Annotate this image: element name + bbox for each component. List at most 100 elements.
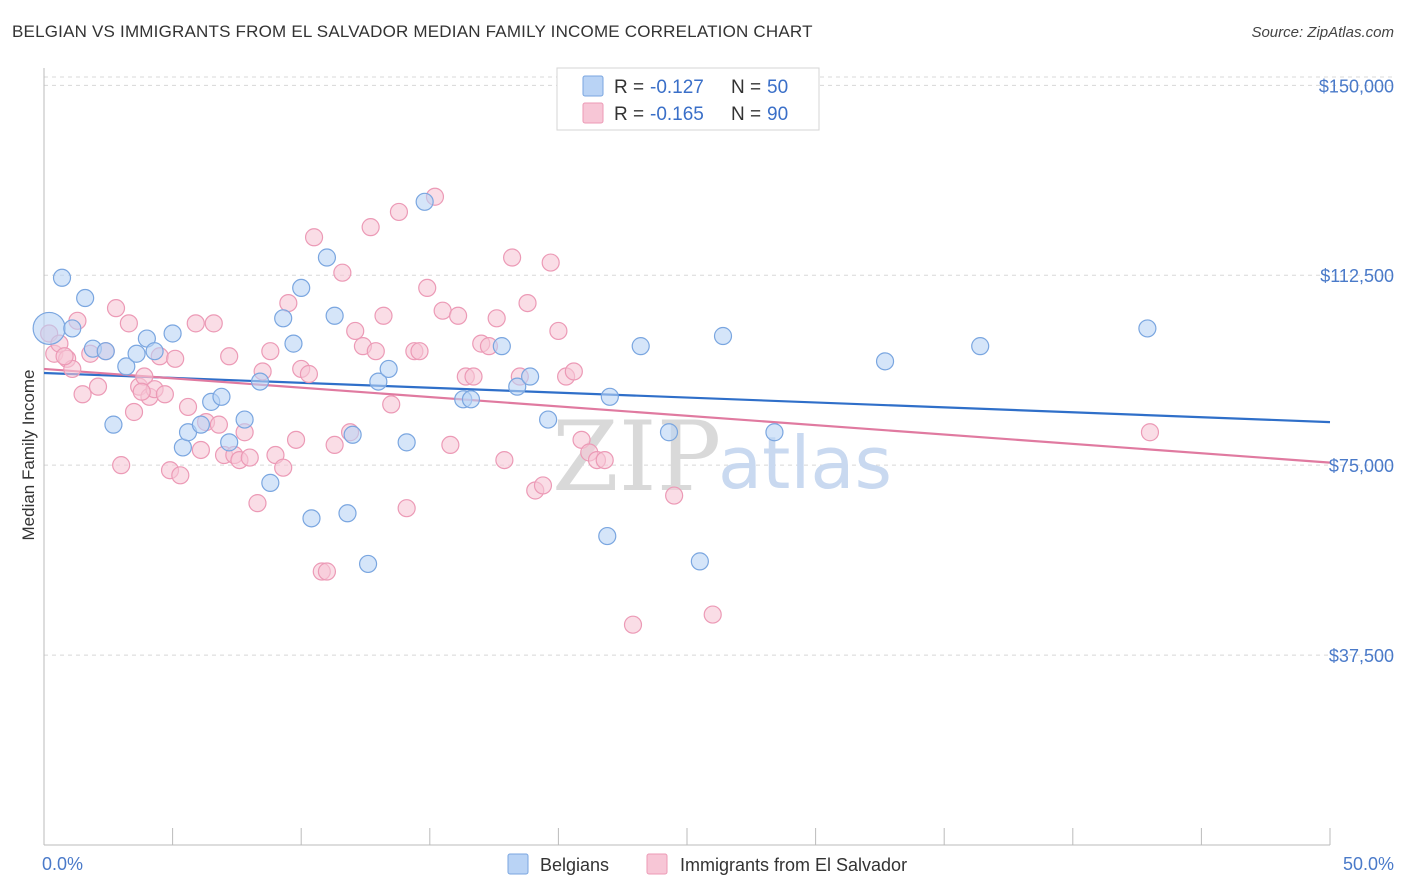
point-belgians <box>191 415 210 434</box>
point-salvador <box>178 397 198 417</box>
point-salvador <box>623 615 643 634</box>
point-salvador <box>112 456 131 475</box>
point-belgians <box>32 311 66 346</box>
point-belgians <box>292 278 311 298</box>
point-salvador <box>261 342 280 361</box>
x-tick-label-right: 50.0% <box>1343 854 1394 874</box>
point-salvador <box>433 301 452 320</box>
point-belgians <box>212 387 231 406</box>
y-axis-label: Median Family Income <box>19 369 38 540</box>
point-belgians <box>76 288 95 308</box>
point-belgians <box>358 554 378 574</box>
point-belgians <box>338 504 357 523</box>
point-salvador <box>209 415 228 434</box>
point-salvador <box>240 448 259 467</box>
point-belgians <box>521 367 540 386</box>
point-salvador <box>119 314 138 333</box>
point-salvador <box>317 562 337 581</box>
point-salvador <box>186 314 205 333</box>
point-belgians <box>325 306 344 325</box>
point-salvador <box>397 499 416 518</box>
point-belgians <box>598 526 617 546</box>
point-salvador <box>418 278 437 298</box>
point-salvador <box>304 228 324 247</box>
grid-lines <box>44 76 1395 656</box>
point-belgians <box>104 415 123 434</box>
point-salvador <box>389 202 409 222</box>
point-salvador <box>299 364 319 384</box>
point-belgians <box>317 248 337 267</box>
bottom-legend-swatch-belgians <box>507 853 529 875</box>
point-belgians <box>971 337 990 356</box>
point-salvador <box>487 309 506 328</box>
point-belgians <box>659 423 679 442</box>
point-salvador <box>518 293 537 313</box>
point-salvador <box>248 494 267 513</box>
legend-r-label-belgians: R = <box>614 77 644 98</box>
point-salvador <box>366 342 385 361</box>
point-salvador <box>171 466 190 485</box>
point-belgians <box>343 425 362 444</box>
point-salvador <box>106 299 126 318</box>
point-salvador <box>325 435 344 455</box>
point-salvador <box>410 342 429 361</box>
point-belgians <box>539 410 558 429</box>
point-salvador <box>124 402 144 422</box>
point-belgians <box>492 337 511 356</box>
legend-swatch-salvador <box>582 102 604 124</box>
point-belgians <box>250 372 270 391</box>
point-belgians <box>261 473 280 492</box>
point-belgians <box>235 410 254 429</box>
point-salvador <box>132 382 151 401</box>
point-belgians <box>369 372 388 391</box>
point-belgians <box>274 309 293 328</box>
point-salvador <box>55 347 74 366</box>
point-belgians <box>220 433 239 452</box>
legend-n-label-belgians: N = <box>731 77 761 98</box>
point-salvador <box>495 450 514 470</box>
legend-n-salvador: 90 <box>767 104 788 125</box>
x-tick-label-left: 0.0% <box>42 854 83 874</box>
point-belgians <box>461 390 481 409</box>
point-belgians <box>127 344 146 363</box>
data-points <box>32 187 1160 634</box>
point-salvador <box>541 253 560 272</box>
bottom-legend-swatch-salvador <box>646 853 668 875</box>
point-belgians <box>284 334 303 353</box>
point-salvador <box>346 321 365 341</box>
bottom-legend-salvador: Immigrants from El Salvador <box>680 855 907 875</box>
point-belgians <box>875 352 895 371</box>
point-belgians <box>1138 319 1157 338</box>
point-belgians <box>63 319 82 338</box>
legend-n-belgians: 50 <box>767 77 788 98</box>
point-belgians <box>508 377 527 396</box>
point-salvador <box>1140 423 1160 442</box>
point-salvador <box>191 440 210 460</box>
y-tick-label: $112,500 <box>1320 266 1394 286</box>
point-salvador <box>448 306 468 325</box>
y-tick-labels: $37,500 $75,000 $112,500 $150,000 <box>1319 76 1394 666</box>
point-belgians <box>631 337 650 356</box>
y-tick-label: $75,000 <box>1329 456 1394 476</box>
point-salvador <box>533 476 553 495</box>
point-belgians <box>379 359 398 379</box>
axes <box>43 68 1331 846</box>
legend-r-salvador: -0.165 <box>650 104 704 125</box>
point-belgians <box>117 357 136 376</box>
point-salvador <box>155 385 174 404</box>
legend-n-label-salvador: N = <box>731 104 761 125</box>
legend-r-belgians: -0.127 <box>650 77 704 98</box>
legend-r-label-salvador: R = <box>614 104 644 125</box>
chart-title: BELGIAN VS IMMIGRANTS FROM EL SALVADOR M… <box>12 22 813 41</box>
point-salvador <box>374 306 393 325</box>
watermark: ZIP atlas <box>552 401 892 513</box>
chart-source: Source: ZipAtlas.com <box>1251 24 1394 41</box>
point-salvador <box>549 321 568 341</box>
point-belgians <box>173 438 192 457</box>
point-salvador <box>703 605 722 624</box>
point-salvador <box>333 263 352 282</box>
watermark-zip: ZIP <box>552 401 721 513</box>
y-tick-label: $37,500 <box>1329 646 1394 666</box>
point-salvador <box>503 248 522 267</box>
